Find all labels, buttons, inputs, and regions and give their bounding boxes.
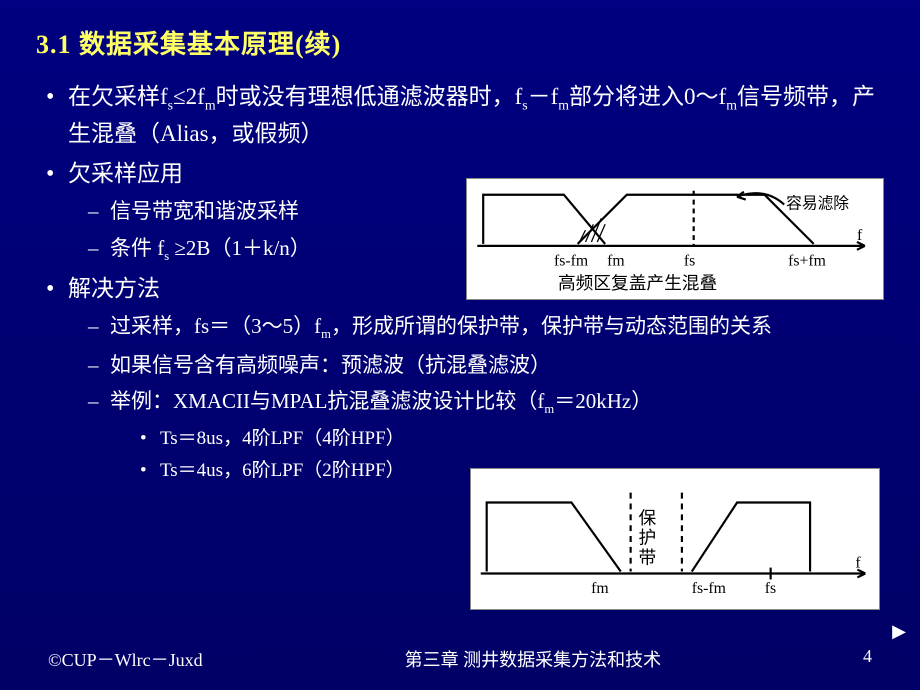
sub-m: m (321, 327, 331, 341)
figure-guardband: 保护带 fm fs-fm fs f (470, 468, 880, 610)
text: ≤2f (173, 84, 205, 109)
text: ＝20kHz） (554, 389, 652, 413)
label-f-axis2: f (855, 555, 861, 572)
label-fs2: fs (765, 580, 776, 597)
sub-m: m (544, 403, 554, 417)
label-easy-filter: 容易滤除 (786, 195, 849, 213)
text: 信号带宽和谐波采样 (110, 195, 299, 228)
text: Ts＝4us，6阶LPF（2阶HPF） (160, 460, 405, 481)
sub-m: m (558, 98, 569, 113)
page-number: 4 (863, 646, 872, 672)
label-overlap-note: 高频区复盖产生混叠 (558, 273, 717, 293)
slide-title: 3.1 数据采集基本原理(续) (36, 24, 884, 61)
footer: ©CUP－Wlrc－Juxd 第三章 测井数据采集方法和技术 4 (0, 646, 920, 672)
text: 举例：XMACII与MPAL抗混叠滤波设计比较（f (110, 389, 544, 413)
slide: 3.1 数据采集基本原理(续) 在欠采样fs≤2fm时或没有理想低通滤波器时，f… (0, 0, 920, 690)
sub-m: m (205, 98, 216, 113)
bullet-oversampling: 过采样，fs＝（3～5）fm，形成所谓的保护带，保护带与动态范围的关系 (36, 310, 884, 345)
label-fs-minus-fm: fs-fm (554, 253, 588, 270)
label-fm2: fm (591, 580, 609, 597)
sub-m: m (726, 98, 737, 113)
guardband-diagram: 保护带 fm fs-fm fs f (471, 469, 879, 609)
label-fs-plus-fm: fs+fm (788, 253, 826, 270)
text: ，形成所谓的保护带，保护带与动态范围的关系 (331, 314, 772, 338)
text: －f (528, 84, 559, 109)
footer-center: 第三章 测井数据采集方法和技术 (203, 646, 863, 672)
footer-left: ©CUP－Wlrc－Juxd (48, 646, 203, 672)
figure-aliasing: 容易滤除 fs-fm fm fs fs+fm f 高频区复盖产生混叠 (466, 178, 884, 300)
bullet-prefilter: 如果信号含有高频噪声：预滤波（抗混叠滤波） (36, 349, 884, 382)
text: 如果信号含有高频噪声：预滤波（抗混叠滤波） (110, 353, 551, 377)
label-guard-band: 保护带 (636, 508, 656, 568)
label-fs-minus-fm2: fs-fm (692, 580, 727, 597)
label-f-axis: f (857, 227, 863, 244)
text: 过采样，fs＝（3～5）f (110, 314, 321, 338)
t: ≥2B（1＋k/n） (169, 236, 311, 260)
t: 条件 f (110, 236, 164, 260)
text: 在欠采样f (68, 84, 168, 109)
aliasing-diagram: 容易滤除 fs-fm fm fs fs+fm f 高频区复盖产生混叠 (467, 179, 883, 299)
text: 解决方法 (68, 271, 160, 307)
label-fm: fm (607, 253, 624, 270)
bullet-ts8: Ts＝8us，4阶LPF（4阶HPF） (36, 424, 884, 453)
text: 欠采样应用 (68, 156, 183, 192)
label-fs: fs (684, 253, 695, 270)
bullet-example: 举例：XMACII与MPAL抗混叠滤波设计比较（fm＝20kHz） (36, 385, 884, 420)
text: 部分将进入0～f (569, 84, 726, 109)
text: 条件 fs ≥2B（1＋k/n） (110, 232, 311, 267)
text: Ts＝8us，4阶LPF（4阶HPF） (160, 428, 405, 449)
next-arrow-icon[interactable]: ▶ (892, 621, 906, 642)
text: 时或没有理想低通滤波器时，f (216, 84, 523, 109)
bullet-undersampling: 在欠采样fs≤2fm时或没有理想低通滤波器时，fs－fm部分将进入0～fm信号频… (36, 79, 884, 152)
